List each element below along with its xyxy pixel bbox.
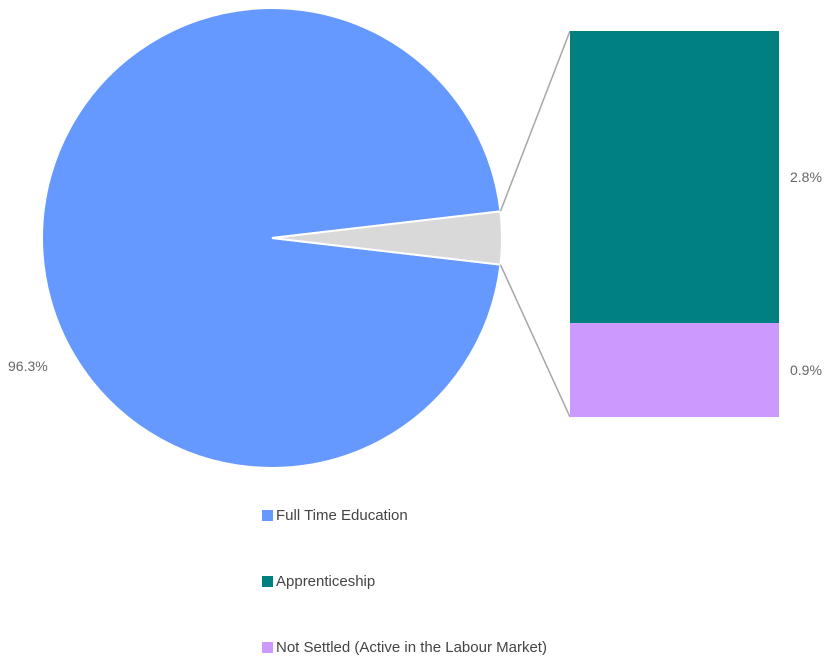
legend-label-full-time-education: Full Time Education: [276, 507, 408, 524]
legend-item-full-time-education: Full Time Education: [262, 507, 408, 524]
connector-line-top: [499, 30, 571, 212]
bar-segment-not-settled: [570, 323, 779, 417]
data-label-not-settled: 0.9%: [790, 362, 822, 378]
legend-item-not-settled: Not Settled (Active in the Labour Market…: [262, 639, 547, 656]
connector-line-bottom: [499, 264, 571, 418]
legend-label-apprenticeship: Apprenticeship: [276, 573, 376, 590]
legend-swatch-apprenticeship: [262, 576, 273, 587]
legend-label-not-settled: Not Settled (Active in the Labour Market…: [276, 639, 547, 656]
data-label-apprenticeship: 2.8%: [790, 169, 822, 185]
legend-swatch-full-time-education: [262, 510, 273, 521]
pie-slice-full-time-education: [41, 7, 502, 469]
pie-slice-other: [271, 210, 503, 266]
data-label-full-time-education: 96.3%: [8, 358, 48, 374]
bar-segment-apprenticeship: [570, 31, 779, 324]
legend-item-apprenticeship: Apprenticeship: [262, 573, 375, 590]
legend-swatch-not-settled: [262, 642, 273, 653]
